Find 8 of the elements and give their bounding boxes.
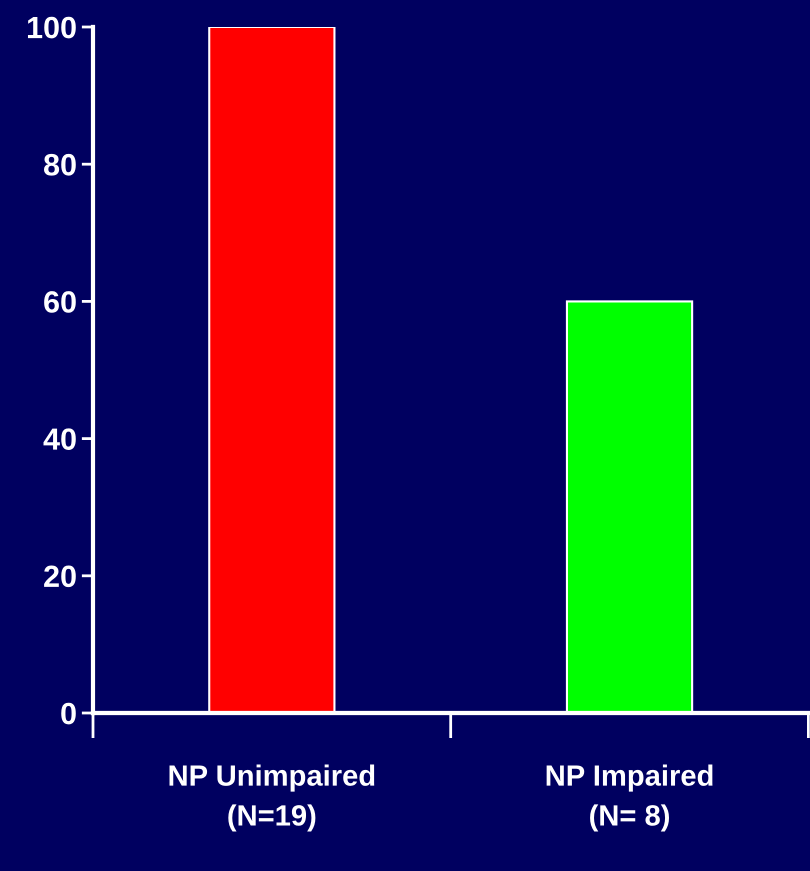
y-tick-label: 20 (44, 566, 76, 588)
y-tick-label: 100 (28, 16, 76, 38)
y-tick-label: 80 (44, 154, 76, 176)
y-tick-label: 40 (44, 428, 76, 450)
x-tick-label: NP Impaired (N= 8) (546, 764, 712, 832)
y-tick-label: 0 (61, 702, 76, 724)
y-tick-label: 60 (44, 291, 76, 313)
x-tick-label: NP Unimpaired (N=19) (170, 764, 374, 832)
